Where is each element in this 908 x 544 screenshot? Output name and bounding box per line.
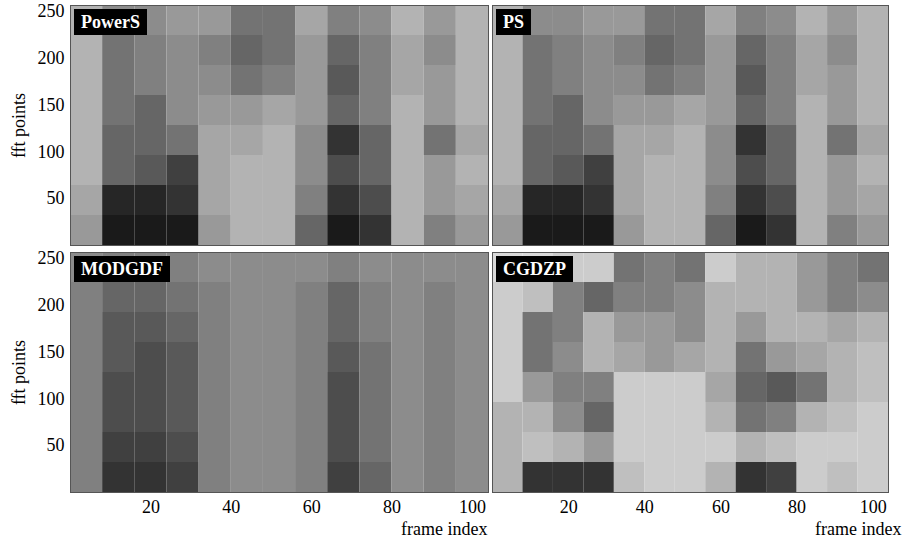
svg-text:80: 80 — [788, 497, 806, 517]
svg-text:250: 250 — [38, 1, 65, 21]
svg-text:250: 250 — [38, 248, 65, 268]
svg-text:150: 150 — [38, 342, 65, 362]
svg-text:150: 150 — [38, 95, 65, 115]
svg-text:fft points: fft points — [9, 93, 29, 158]
svg-text:200: 200 — [38, 48, 65, 68]
html-text:PS: PS — [503, 12, 524, 32]
html-text:PowerS: PowerS — [81, 12, 140, 32]
svg-text:frame index: frame index — [401, 519, 487, 539]
svg-text:200: 200 — [38, 295, 65, 315]
svg-text:frame index: frame index — [815, 519, 901, 539]
svg-text:fft points: fft points — [9, 340, 29, 405]
svg-text:100: 100 — [459, 497, 486, 517]
svg-text:20: 20 — [560, 497, 578, 517]
html-text:CGDZP: CGDZP — [503, 259, 566, 279]
svg-text:80: 80 — [383, 497, 401, 517]
html-text:MODGDF: MODGDF — [81, 259, 163, 279]
svg-text:20: 20 — [142, 497, 160, 517]
svg-text:100: 100 — [38, 389, 65, 409]
svg-text:40: 40 — [636, 497, 654, 517]
svg-text:50: 50 — [47, 435, 65, 455]
svg-text:60: 60 — [712, 497, 730, 517]
svg-text:50: 50 — [47, 188, 65, 208]
svg-text:60: 60 — [303, 497, 321, 517]
svg-text:40: 40 — [222, 497, 240, 517]
svg-text:100: 100 — [860, 497, 887, 517]
svg-text:100: 100 — [38, 142, 65, 162]
